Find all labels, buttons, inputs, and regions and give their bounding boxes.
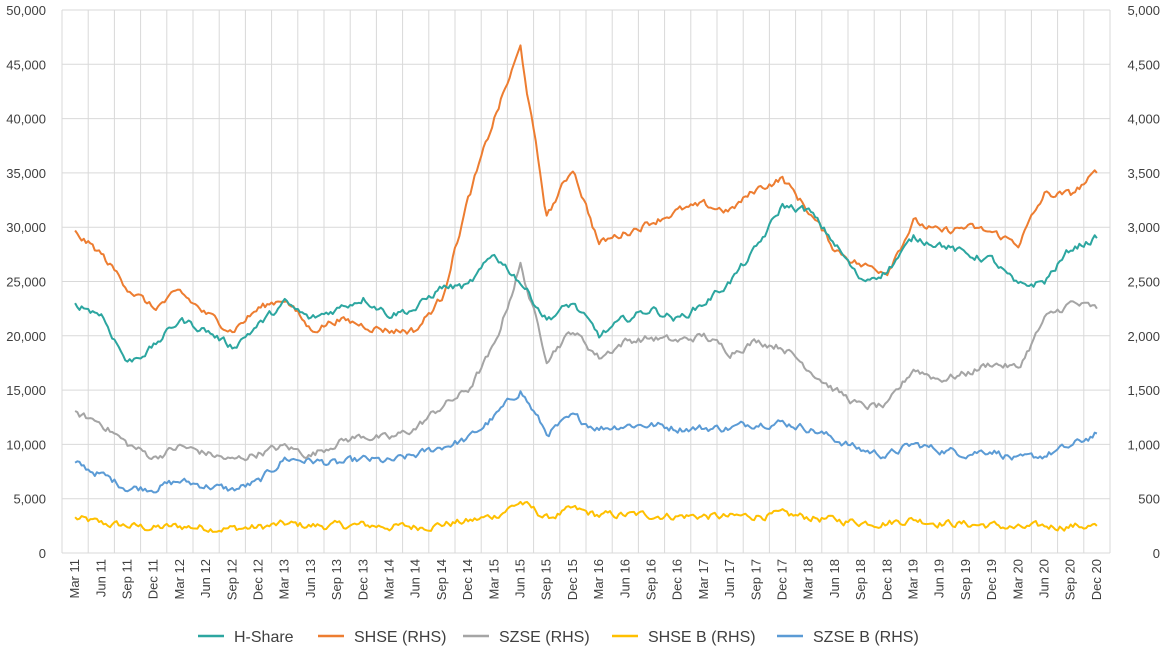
x-tick-label: Mar 14	[382, 559, 397, 599]
left-y-axis: 0 5,000 10,000 15,000 20,000 25,000 30,000 35,0…	[6, 3, 46, 561]
x-tick-label: Jun 19	[932, 559, 947, 598]
left-tick-label: 40,000	[6, 112, 46, 127]
x-tick-label: Jun 14	[408, 559, 423, 598]
left-tick-label: 35,000	[6, 166, 46, 181]
right-tick-label: 3,000	[1127, 220, 1160, 235]
x-tick-label: Dec 17	[775, 559, 790, 600]
x-tick-label: Dec 18	[879, 559, 894, 600]
left-tick-label: 20,000	[6, 329, 46, 344]
x-tick-label: Sep 14	[434, 559, 449, 600]
x-tick-label: Jun 11	[93, 559, 108, 597]
right-tick-label: 1,000	[1127, 437, 1160, 452]
left-tick-label: 0	[39, 546, 46, 561]
left-tick-label: 50,000	[6, 3, 46, 18]
right-tick-label: 4,500	[1127, 57, 1160, 72]
x-tick-label: Jun 16	[617, 559, 632, 598]
x-tick-label: Sep 17	[748, 559, 763, 600]
legend-label: SHSE (RHS)	[354, 629, 446, 646]
x-tick-label: Mar 17	[696, 559, 711, 599]
legend-label: H-Share	[234, 629, 294, 646]
legend-label: SHSE B (RHS)	[648, 629, 756, 646]
x-tick-label: Dec 13	[355, 559, 370, 600]
right-tick-label: 5,000	[1127, 3, 1160, 18]
series-line-0	[74, 202, 1098, 363]
right-tick-label: 500	[1138, 492, 1160, 507]
series-lines	[74, 44, 1098, 533]
x-tick-label: Jun 17	[722, 559, 737, 598]
x-tick-label: Jun 20	[1037, 559, 1052, 598]
legend-label: SZSE (RHS)	[499, 629, 590, 646]
x-tick-label: Dec 16	[670, 559, 685, 600]
legend-item: H-Share	[198, 629, 294, 646]
x-tick-label: Mar 19	[906, 559, 921, 599]
x-tick-label: Jun 18	[827, 559, 842, 598]
gridlines	[61, 9, 1111, 554]
right-tick-label: 1,500	[1127, 383, 1160, 398]
x-tick-label: Sep 13	[329, 559, 344, 600]
x-tick-label: Sep 15	[539, 559, 554, 600]
x-tick-label: Mar 11	[67, 559, 82, 599]
x-tick-label: Jun 13	[303, 559, 318, 598]
right-tick-label: 4,000	[1127, 112, 1160, 127]
x-tick-label: Mar 18	[801, 559, 816, 599]
left-tick-label: 15,000	[6, 383, 46, 398]
x-tick-label: Dec 19	[984, 559, 999, 600]
x-tick-label: Jun 15	[513, 559, 528, 598]
legend-item: SHSE (RHS)	[318, 629, 446, 646]
series-line-4	[74, 390, 1098, 494]
left-tick-label: 45,000	[6, 57, 46, 72]
x-tick-label: Sep 19	[958, 559, 973, 600]
series-line-3	[74, 500, 1098, 533]
x-tick-label: Jun 12	[198, 559, 213, 598]
left-tick-label: 5,000	[13, 492, 46, 507]
x-tick-label: Dec 20	[1089, 559, 1104, 600]
x-axis: Mar 11 Jun 11 Sep 11 Dec 11 Mar 12 Jun 12 Sep …	[67, 559, 1104, 600]
x-tick-label: Mar 13	[277, 559, 292, 599]
legend-label: SZSE B (RHS)	[813, 629, 919, 646]
x-tick-label: Mar 12	[172, 559, 187, 599]
x-tick-label: Sep 11	[120, 559, 135, 599]
left-tick-label: 25,000	[6, 275, 46, 290]
x-tick-label: Mar 15	[486, 559, 501, 599]
x-tick-label: Sep 20	[1063, 559, 1078, 600]
x-tick-label: Dec 12	[251, 559, 266, 600]
right-tick-label: 0	[1153, 546, 1160, 561]
x-tick-label: Mar 20	[1010, 559, 1025, 599]
x-tick-label: Dec 14	[460, 559, 475, 600]
right-tick-label: 3,500	[1127, 166, 1160, 181]
right-y-axis: 0 500 1,000 1,500 2,000 2,500 3,000 3,500 4,000 4…	[1127, 3, 1160, 561]
x-tick-label: Sep 16	[644, 559, 659, 600]
x-tick-label: Mar 16	[591, 559, 606, 599]
legend-item: SHSE B (RHS)	[612, 629, 756, 646]
left-tick-label: 30,000	[6, 220, 46, 235]
x-tick-label: Sep 18	[853, 559, 868, 600]
legend: H-Share SHSE (RHS) SZSE (RHS) SHSE B (RHS) S…	[198, 629, 919, 646]
x-tick-label: Dec 15	[565, 559, 580, 600]
series-line-2	[74, 261, 1098, 462]
x-tick-label: Sep 12	[224, 559, 239, 600]
left-tick-label: 10,000	[6, 437, 46, 452]
series-line-1	[74, 44, 1098, 335]
right-tick-label: 2,000	[1127, 329, 1160, 344]
legend-item: SZSE B (RHS)	[777, 629, 919, 646]
right-tick-label: 2,500	[1127, 275, 1160, 290]
legend-item: SZSE (RHS)	[463, 629, 590, 646]
x-tick-label: Dec 11	[146, 559, 161, 599]
